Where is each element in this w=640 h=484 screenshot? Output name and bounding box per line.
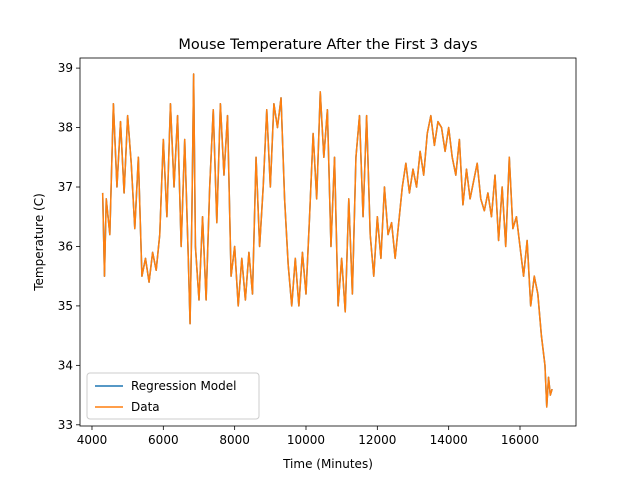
x-tick-label: 8000 xyxy=(219,433,250,447)
x-axis-label: Time (Minutes) xyxy=(282,457,373,471)
x-tick-label: 6000 xyxy=(148,433,179,447)
y-tick-label: 33 xyxy=(58,418,73,432)
data-line xyxy=(101,73,553,408)
y-tick-label: 36 xyxy=(58,239,73,253)
x-tick-label: 4000 xyxy=(77,433,108,447)
y-tick-label: 34 xyxy=(58,358,73,372)
x-tick-label: 12000 xyxy=(358,433,396,447)
x-tick-label: 10000 xyxy=(287,433,325,447)
chart-title: Mouse Temperature After the First 3 days xyxy=(178,37,477,53)
y-tick-label: 39 xyxy=(58,61,73,75)
legend-label: Data xyxy=(131,400,160,414)
y-tick-label: 37 xyxy=(58,180,73,194)
plot-frame xyxy=(79,57,577,427)
legend-box xyxy=(86,372,260,420)
y-tick-label: 38 xyxy=(58,121,73,135)
x-tick-label: 16000 xyxy=(501,433,539,447)
y-tick-label: 35 xyxy=(58,299,73,313)
legend-label: Regression Model xyxy=(131,379,236,393)
y-axis-label: Temperature (C) xyxy=(32,193,46,292)
x-tick-label: 14000 xyxy=(430,433,468,447)
